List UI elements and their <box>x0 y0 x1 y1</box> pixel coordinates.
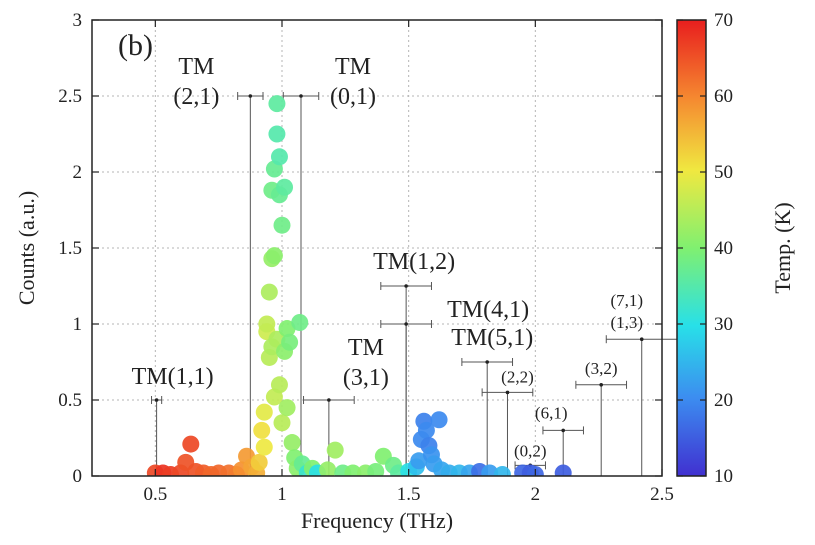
mode-label: (2,1) <box>173 84 219 110</box>
colorbar: 10 20 30 40 50 60 70 <box>676 10 733 487</box>
scatter-point <box>554 464 572 476</box>
mode-label: (3,1) <box>343 365 389 391</box>
scatter-point <box>182 435 200 453</box>
scatter-point <box>417 421 435 439</box>
mode-marker <box>237 92 264 476</box>
mode-center-dot <box>404 322 408 326</box>
scatter-points <box>146 95 572 476</box>
mode-center-dot <box>639 337 644 342</box>
scatter-point <box>260 283 278 301</box>
scatter-point <box>255 438 273 456</box>
mode-center-dot <box>154 398 159 402</box>
mode-label: (0,2) <box>514 441 547 460</box>
y-tick-label: 2 <box>73 162 83 183</box>
axis-ticks: 0.5 1 1.5 2 2.5 0 0.5 1 1.5 2 2.5 3 <box>58 10 674 505</box>
mode-center-dot <box>485 360 490 364</box>
y-tick-label: 3 <box>73 10 83 31</box>
mode-center-dot <box>599 383 603 387</box>
x-axis-label: Frequency (THz) <box>301 508 453 533</box>
colorbar-tick-label: 20 <box>714 390 733 411</box>
mode-label: (0,1) <box>330 84 376 110</box>
mode-center-dot <box>327 398 331 402</box>
mode-label: TM(5,1) <box>451 325 533 351</box>
mode-marker <box>151 396 163 476</box>
mode-marker <box>380 320 432 476</box>
scatter-point <box>276 178 294 196</box>
mode-marker <box>605 335 678 476</box>
scatter-point <box>493 465 511 476</box>
scatter-point <box>265 247 283 265</box>
scatter-point <box>268 95 286 113</box>
scatter-point <box>273 216 291 234</box>
x-tick-label: 2.5 <box>650 484 674 505</box>
y-tick-label: 2.5 <box>58 86 82 107</box>
x-tick-label: 1.5 <box>397 484 421 505</box>
mode-marker <box>461 358 514 476</box>
scatter-point <box>481 464 499 476</box>
scatter-point <box>291 313 309 331</box>
colorbar-tick-label: 70 <box>714 10 733 31</box>
scatter-point <box>430 411 448 429</box>
mode-center-dot <box>561 428 565 433</box>
scatter-point <box>410 452 428 470</box>
colorbar-tick-label: 10 <box>714 466 733 487</box>
mode-label: (2,2) <box>501 367 534 386</box>
mode-marker-lines <box>151 92 678 476</box>
mode-label: (3,2) <box>585 359 618 378</box>
y-axis-label: Counts (a.u.) <box>14 191 39 305</box>
colorbar-tick-label: 50 <box>714 162 733 183</box>
scatter-point <box>319 461 337 476</box>
mode-marker <box>481 388 534 476</box>
mode-center-dot <box>248 94 253 98</box>
mode-label: TM(4,1) <box>447 297 529 323</box>
mode-label: TM <box>348 335 384 361</box>
scatter-point <box>268 125 286 143</box>
scatter-point <box>273 414 291 432</box>
mode-label: TM <box>335 54 371 80</box>
colorbar-label: Temp. (K) <box>770 202 795 293</box>
x-tick-label: 2 <box>531 484 541 505</box>
scatter-point <box>253 421 271 439</box>
mode-center-dot <box>505 390 510 395</box>
scatter-point <box>281 333 299 351</box>
scatter-point <box>270 376 288 394</box>
scatter-point <box>326 441 344 459</box>
y-tick-label: 1 <box>73 314 83 335</box>
x-tick-label: 0.5 <box>143 484 167 505</box>
mode-label: (1,3) <box>610 313 643 332</box>
scatter-point <box>255 403 273 421</box>
panel-label: (b) <box>118 29 153 62</box>
scatter-point <box>367 462 385 476</box>
mode-label: (6,1) <box>535 403 568 422</box>
mode-marker <box>575 380 628 476</box>
mode-center-dot <box>299 94 303 98</box>
x-tick-label: 1 <box>277 484 287 505</box>
colorbar-tick-label: 30 <box>714 314 733 335</box>
scatter-point <box>278 320 296 338</box>
mode-label: (7,1) <box>610 291 643 310</box>
colorbar-tick-label: 60 <box>714 86 733 107</box>
y-tick-label: 0 <box>73 466 83 487</box>
mode-marker-labels: TM(1,1) TM (2,1) TM (0,1) TM (3,1) TM(1,2) TM(4,… <box>132 54 643 460</box>
y-tick-label: 0.5 <box>58 390 82 411</box>
scatter-point <box>258 315 276 333</box>
scatter-point <box>268 330 286 348</box>
scatter-point <box>283 434 301 452</box>
mode-label: TM <box>178 54 214 80</box>
colorbar-ticks: 10 20 30 40 50 60 70 <box>677 10 733 487</box>
scatter-point <box>270 148 288 166</box>
mode-center-dot <box>404 284 408 288</box>
scatter-point <box>278 399 296 417</box>
scatter-point <box>250 453 268 471</box>
y-tick-label: 1.5 <box>58 238 82 259</box>
colorbar-tick-label: 40 <box>714 238 733 259</box>
mode-label: TM(1,2) <box>373 249 455 275</box>
mode-label: TM(1,1) <box>132 364 214 390</box>
